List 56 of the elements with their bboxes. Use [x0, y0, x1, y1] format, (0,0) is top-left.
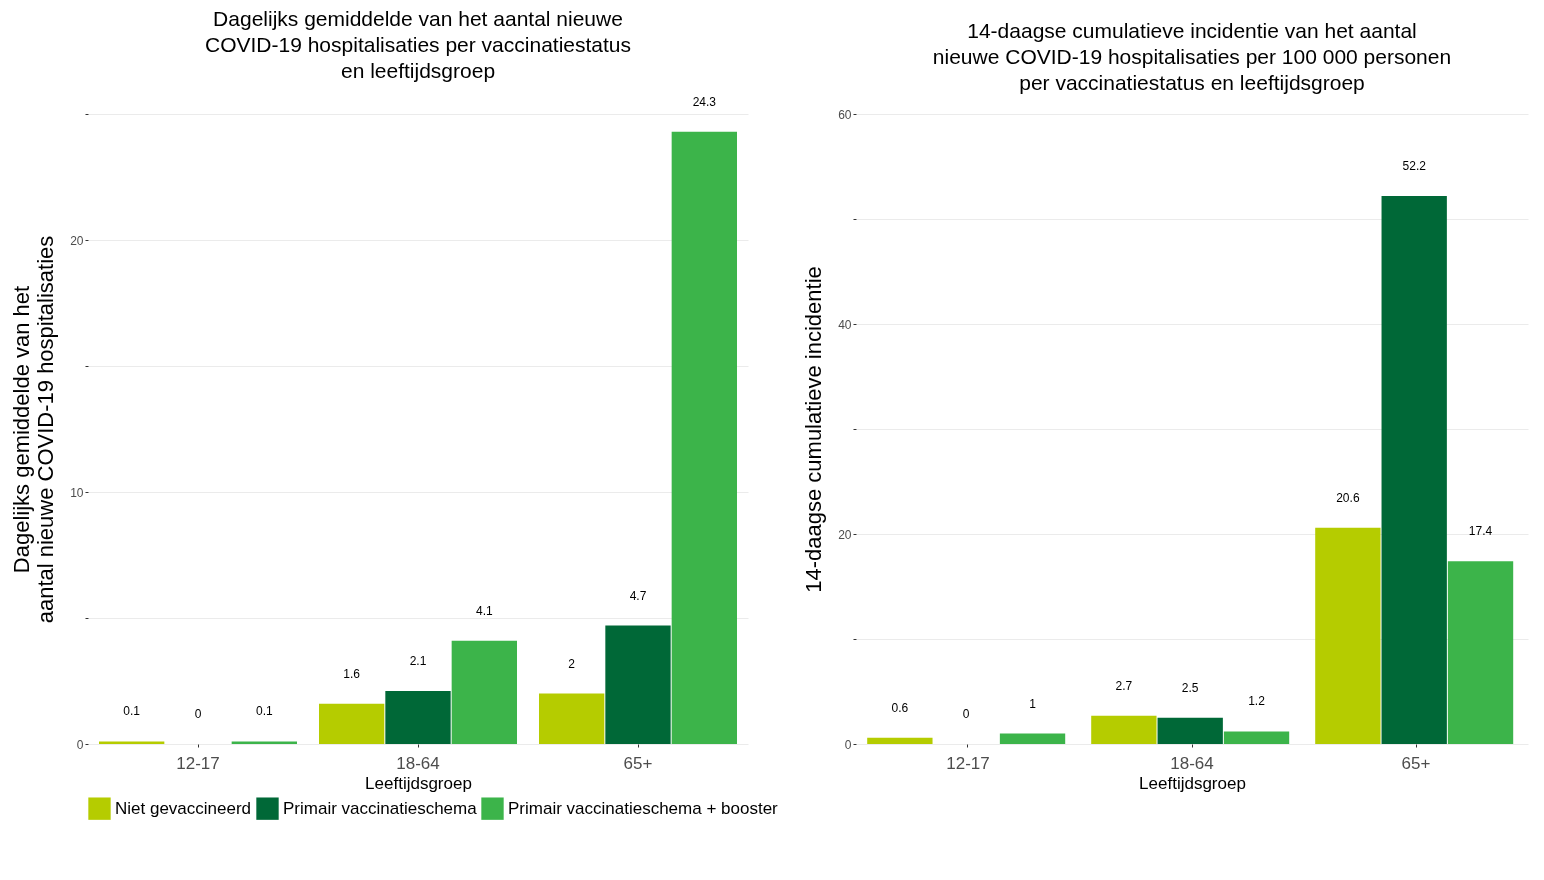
data-label: 1 — [1029, 696, 1037, 711]
legend-label: Primair vaccinatieschema + booster — [508, 798, 779, 818]
data-label: 2 — [568, 656, 576, 671]
data-label: 20.6 — [1336, 490, 1360, 505]
data-label: 2.7 — [1115, 678, 1133, 693]
data-label: 0.1 — [255, 704, 273, 719]
y-axis-title: 14-daagse cumulatieve incidentie — [801, 266, 827, 593]
bar — [1381, 195, 1447, 744]
data-label: 0 — [194, 707, 202, 721]
data-label: 0 — [962, 707, 970, 721]
bar — [1223, 731, 1290, 744]
bar — [605, 625, 671, 744]
data-label: 24.3 — [692, 94, 717, 109]
data-label: 2.1 — [409, 654, 427, 669]
data-label: 0.6 — [891, 700, 909, 715]
bar — [385, 691, 451, 744]
bar — [1447, 561, 1514, 744]
data-label: 4.7 — [629, 588, 647, 603]
data-label: 17.4 — [1468, 524, 1493, 539]
y-tick-label: 60 — [838, 107, 852, 122]
data-label: 1.2 — [1248, 694, 1266, 709]
legend-label: Niet gevaccineerd — [115, 798, 252, 818]
x-tick-label: 65+ — [623, 753, 653, 773]
bar — [1157, 717, 1223, 744]
bar — [231, 741, 297, 744]
data-label: 52.2 — [1402, 158, 1427, 173]
y-tick-label: 0 — [76, 737, 84, 752]
bar — [319, 703, 385, 744]
x-tick-label: 18-64 — [396, 753, 440, 773]
y-tick-label: 40 — [838, 317, 852, 332]
bar — [1091, 715, 1157, 744]
x-tick-label: 18-64 — [1170, 753, 1214, 773]
data-label: 1.6 — [343, 666, 361, 681]
chart-title: 14-daagse cumulatieve incidentie van het aantal nieuwe COVID-19 hospitalisaties per 100 000 personen per vaccinatiestatus en leeftijdsgroep — [932, 19, 1452, 94]
bar — [451, 640, 517, 744]
data-label: 2.5 — [1181, 680, 1199, 695]
bar — [1315, 527, 1381, 744]
bar — [539, 693, 605, 744]
bar — [999, 733, 1066, 744]
x-axis-title: Leeftijdsgroep — [365, 773, 472, 793]
y-tick-label: 20 — [70, 233, 84, 248]
y-tick-label: 20 — [838, 527, 852, 542]
x-tick-label: 12-17 — [946, 753, 990, 773]
bar — [671, 131, 737, 744]
y-tick-label: 0 — [844, 737, 852, 752]
x-tick-label: 12-17 — [176, 753, 220, 773]
y-axis-title: Dagelijks gemiddelde van het aantal nieuwe COVID-19 hospitalisaties — [9, 235, 59, 624]
chart-title: Dagelijks gemiddelde van het aantal nieuwe COVID-19 hospitalisaties per vaccinatiestatus en leeftijdsgroep — [204, 6, 632, 82]
legend-label: Primair vaccinatieschema — [283, 798, 478, 818]
data-label: 0.1 — [123, 704, 141, 719]
x-axis-title: Leeftijdsgroep — [1139, 773, 1246, 793]
data-label: 4.1 — [475, 603, 493, 618]
x-tick-label: 65+ — [1401, 753, 1431, 773]
bar — [867, 737, 933, 744]
y-tick-label: 10 — [70, 485, 84, 500]
bar — [99, 741, 165, 744]
